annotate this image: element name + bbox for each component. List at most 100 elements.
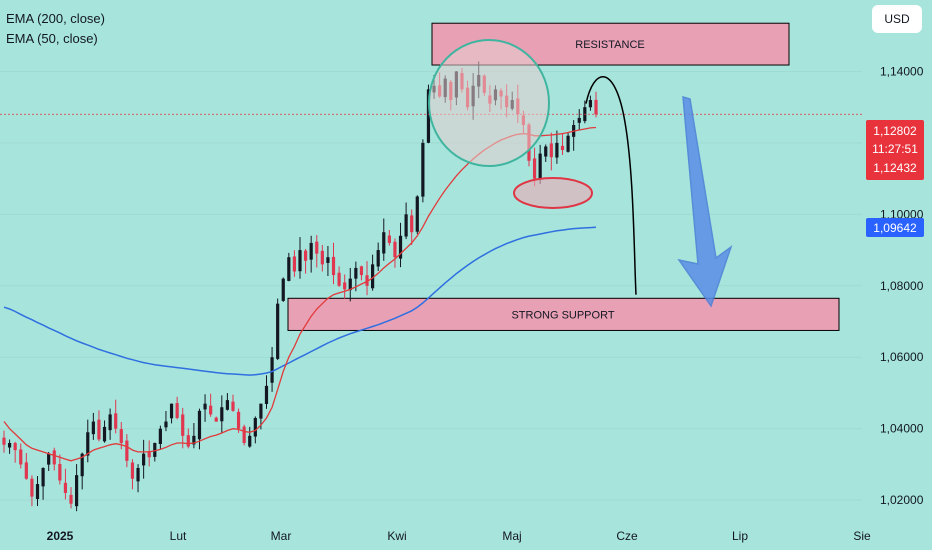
- candle-body: [30, 478, 34, 497]
- candle-body: [343, 282, 347, 290]
- candle-body: [359, 266, 364, 276]
- candle-body: [63, 482, 68, 493]
- candle-body: [326, 257, 330, 263]
- candle-body: [270, 357, 274, 383]
- candle-body: [41, 467, 45, 487]
- ema50-value: 1,12432: [873, 161, 917, 175]
- candle-body: [248, 435, 252, 447]
- candle-body: [532, 158, 537, 179]
- candle-body: [315, 241, 319, 254]
- candle-body: [566, 135, 570, 152]
- candle-body: [225, 400, 229, 410]
- candle-body: [253, 417, 257, 437]
- candle-body: [102, 426, 107, 442]
- y-tick-label: 1,04000: [880, 422, 924, 436]
- candle-body: [348, 278, 352, 291]
- candle-body: [259, 403, 263, 419]
- candle-body: [203, 403, 207, 410]
- candle-body: [276, 303, 280, 359]
- candle-body: [164, 421, 168, 428]
- x-tick-label: 2025: [47, 529, 74, 543]
- candle-body: [19, 449, 23, 465]
- x-tick-label: Maj: [502, 529, 521, 543]
- candle-body: [158, 428, 162, 444]
- candle-body: [594, 99, 598, 115]
- highlight-circle[interactable]: [428, 39, 550, 167]
- ema200-line[interactable]: [3, 226, 597, 376]
- ema200-value: 1,09642: [873, 221, 917, 235]
- candle-body: [555, 142, 559, 158]
- candle-body: [549, 143, 553, 158]
- candle-body: [125, 440, 129, 461]
- candle-body: [309, 242, 313, 260]
- candle-body: [242, 426, 246, 443]
- candle-body: [91, 421, 95, 435]
- price-tags: 1,12802 11:27:51 1,12432 1,09642: [866, 120, 924, 237]
- ema50-line[interactable]: [3, 126, 597, 462]
- x-tick-label: Mar: [271, 529, 292, 543]
- candle-body: [80, 453, 84, 477]
- candle-body: [147, 451, 151, 458]
- candle-body: [209, 405, 213, 415]
- candle-body: [153, 442, 157, 457]
- candle-body: [404, 214, 408, 237]
- candle-body: [169, 403, 174, 419]
- candle-body: [588, 100, 593, 108]
- x-tick-label: Cze: [616, 529, 638, 543]
- candle-body: [281, 278, 285, 301]
- candle-body: [538, 153, 542, 179]
- candle-body: [130, 462, 135, 479]
- candle-body: [398, 235, 403, 259]
- candle-body: [264, 385, 269, 405]
- candle-body: [298, 250, 302, 272]
- candle-body: [13, 442, 17, 451]
- highlight-ellipse[interactable]: [513, 177, 593, 209]
- candle-body: [47, 453, 51, 465]
- candle-body: [119, 429, 123, 443]
- gridlines: [0, 70, 862, 501]
- support-zone[interactable]: [287, 297, 840, 331]
- y-tick-label: 1,10000: [880, 207, 924, 221]
- y-tick-label: 1,08000: [880, 279, 924, 293]
- candle-body: [2, 437, 6, 445]
- candle-body: [192, 435, 196, 445]
- candle-body: [35, 484, 40, 500]
- candle-body: [175, 403, 179, 418]
- zones: RESISTANCE STRONG SUPPORT: [287, 22, 840, 331]
- candle-body: [393, 241, 397, 258]
- ema200-legend[interactable]: EMA (200, close): [6, 11, 105, 26]
- down-arrow-icon[interactable]: [677, 95, 733, 308]
- candle-body: [560, 145, 565, 151]
- candle-body: [136, 467, 140, 482]
- resistance-label: RESISTANCE: [575, 39, 644, 51]
- candle-body: [303, 250, 308, 261]
- candle-body: [426, 89, 431, 143]
- candle-body: [415, 196, 419, 232]
- candle-body: [320, 250, 324, 265]
- candle-body: [382, 232, 386, 254]
- candle-body: [181, 414, 185, 436]
- x-tick-label: Kwi: [387, 529, 406, 543]
- projection-path[interactable]: [585, 76, 637, 295]
- candle-body: [292, 256, 297, 272]
- support-label: STRONG SUPPORT: [511, 309, 614, 321]
- ema50-legend[interactable]: EMA (50, close): [6, 31, 98, 46]
- x-tick-label: Lut: [170, 529, 187, 543]
- x-tick-label: Lip: [732, 529, 748, 543]
- currency-button[interactable]: USD: [872, 5, 922, 33]
- candle-body: [24, 462, 28, 479]
- countdown-value: 11:27:51: [872, 142, 918, 156]
- candle-body: [410, 215, 414, 233]
- candle-body: [142, 453, 146, 466]
- y-tick-label: 1,02000: [880, 493, 924, 507]
- candle-body: [58, 464, 62, 481]
- candle-body: [108, 414, 112, 431]
- ema200-tag: [866, 218, 924, 237]
- candle-body: [52, 450, 56, 465]
- candle-body: [197, 410, 202, 440]
- last-price-value: 1,12802: [873, 124, 917, 138]
- last-price-tag: [866, 120, 924, 180]
- candle-body: [354, 267, 358, 279]
- candle-body: [7, 442, 12, 448]
